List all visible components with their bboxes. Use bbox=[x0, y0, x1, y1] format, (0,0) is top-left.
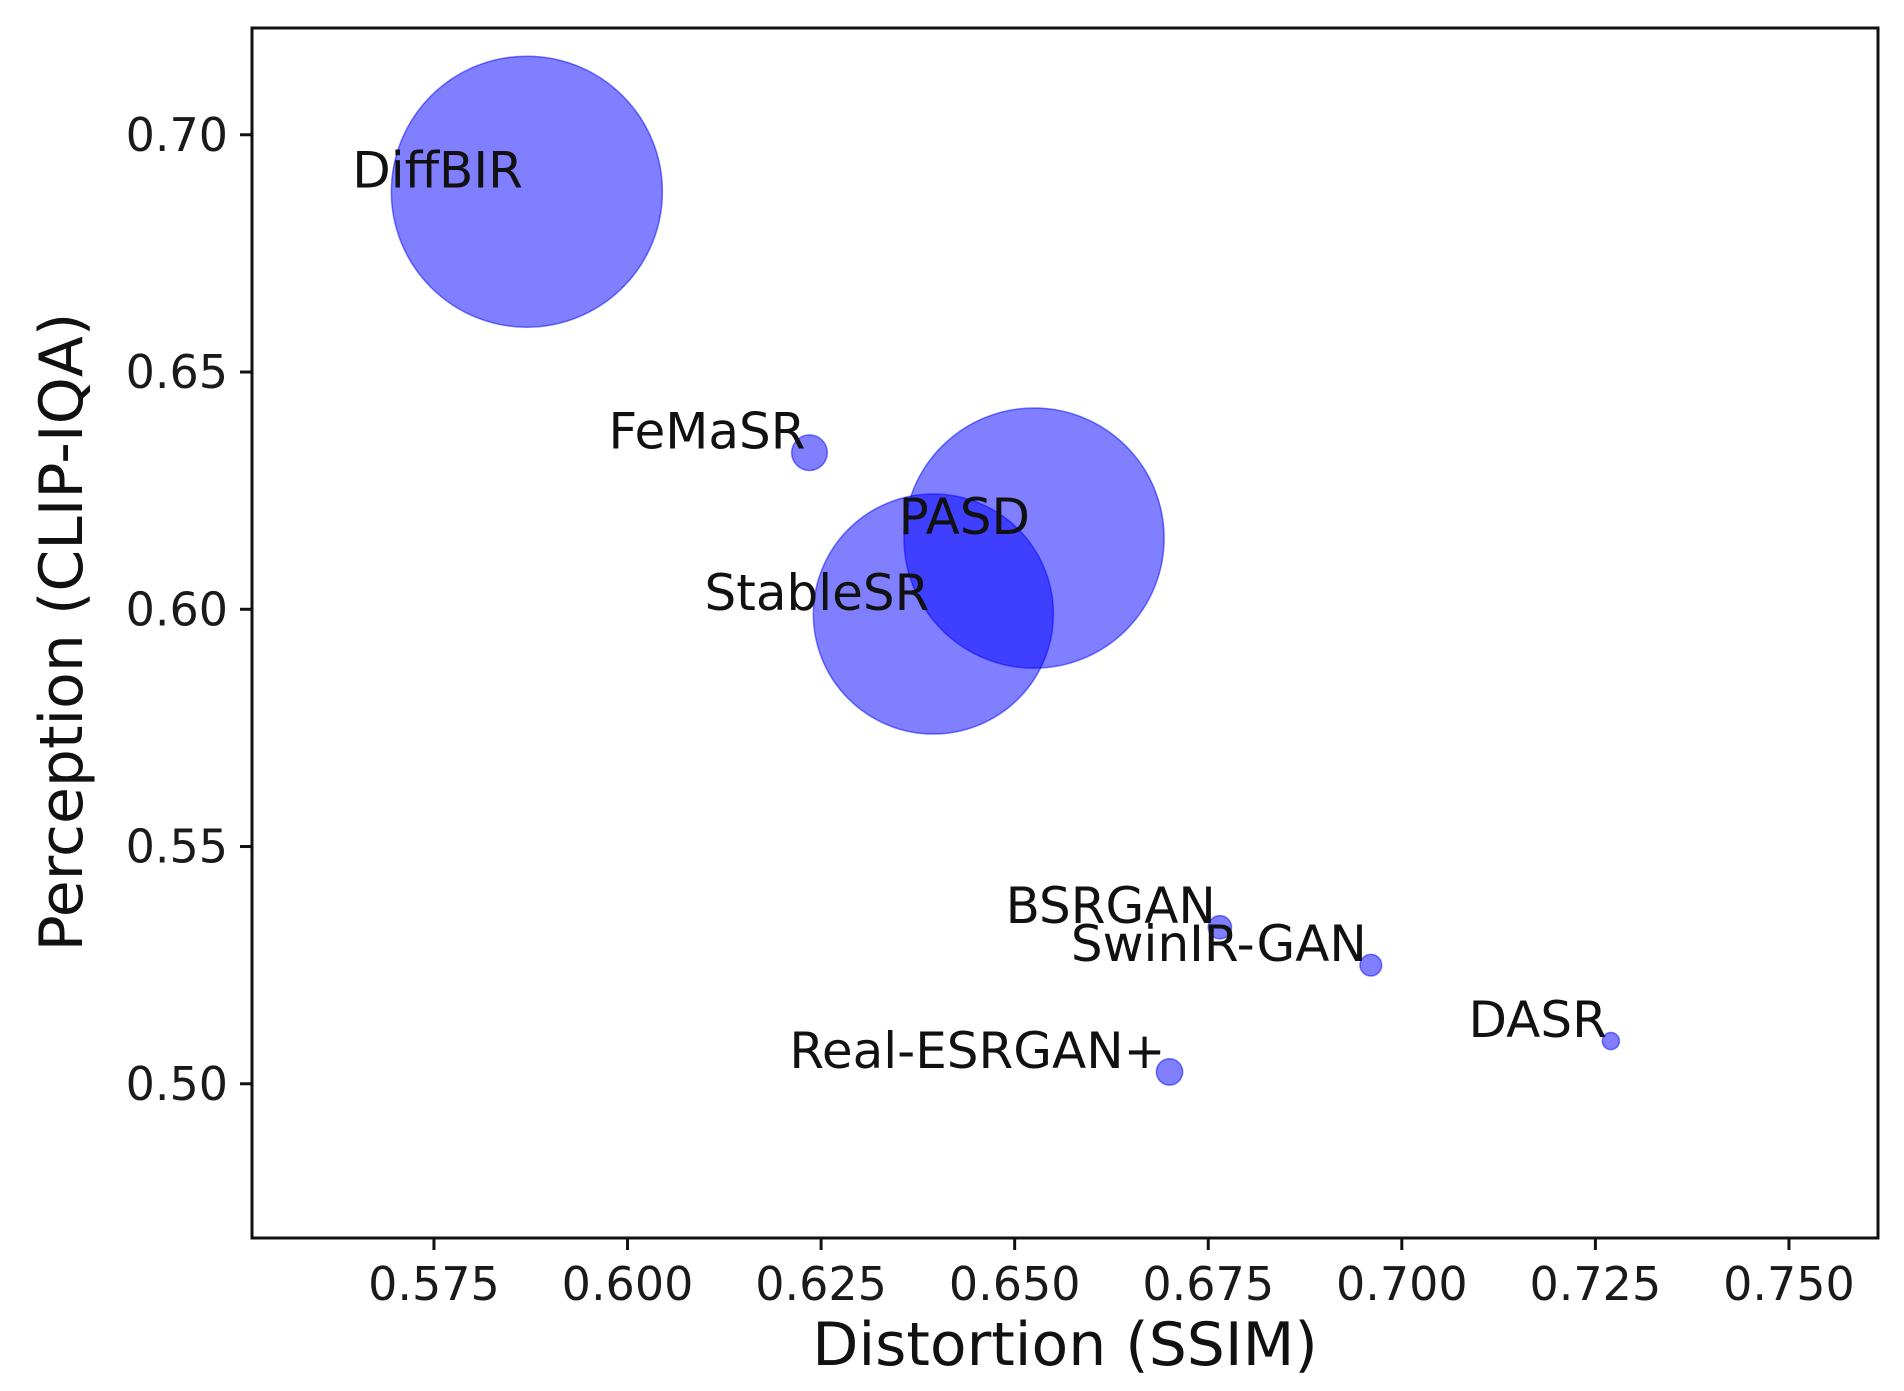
x-tick-label: 0.675 bbox=[1142, 1257, 1274, 1311]
plot-frame bbox=[250, 26, 1880, 1240]
bubble-bsrgan bbox=[1207, 914, 1233, 940]
x-axis: 0.575 0.600 0.625 0.650 0.675 0.700 0.725 0.750 bbox=[368, 1238, 1855, 1311]
y-axis-title: Perception (CLIP-IQA) bbox=[27, 313, 97, 952]
y-axis: 0.50 0.55 0.60 0.65 0.70 bbox=[126, 108, 252, 1111]
y-tick-label: 0.50 bbox=[126, 1057, 228, 1111]
x-tick-label: 0.650 bbox=[949, 1257, 1081, 1311]
x-tick-label: 0.600 bbox=[562, 1257, 694, 1311]
point-label-pasd: PASD bbox=[899, 488, 1030, 546]
point-label-layer: DiffBIR FeMaSR PASD StableSR BSRGANSwinIR-GA… bbox=[352, 142, 1607, 1080]
bubble-swinir-gan bbox=[1359, 953, 1383, 977]
bubble-layer bbox=[390, 55, 1621, 1086]
x-tick-label: 0.700 bbox=[1336, 1257, 1468, 1311]
bubble-dasr bbox=[1601, 1031, 1621, 1051]
y-tick-label: 0.70 bbox=[126, 108, 228, 162]
y-tick-label: 0.65 bbox=[126, 345, 228, 399]
point-label-femasr: FeMaSR bbox=[608, 403, 805, 461]
x-tick-label: 0.750 bbox=[1723, 1257, 1855, 1311]
y-tick-label: 0.55 bbox=[126, 820, 228, 874]
point-label-bsrgan: BSRGAN bbox=[1006, 877, 1216, 935]
point-label-swinir-gan: SwinIR-GAN bbox=[1071, 915, 1367, 973]
bubble-diffbir bbox=[390, 55, 664, 328]
x-tick-label: 0.575 bbox=[368, 1257, 500, 1311]
bubble-femasr bbox=[790, 434, 829, 472]
x-tick-label: 0.725 bbox=[1530, 1257, 1662, 1311]
bubble-stablesr bbox=[812, 493, 1055, 735]
x-tick-label: 0.625 bbox=[755, 1257, 887, 1311]
point-label-diffbir: DiffBIR bbox=[352, 142, 523, 200]
point-label-real-esrgan: Real-ESRGAN+ bbox=[789, 1022, 1165, 1080]
x-axis-title: Distortion (SSIM) bbox=[812, 1310, 1318, 1380]
point-label-stablesr: StableSR bbox=[705, 564, 930, 622]
y-tick-label: 0.60 bbox=[126, 582, 228, 636]
point-label-dasr: DASR bbox=[1469, 991, 1607, 1049]
bubble-real-esrgan bbox=[1155, 1058, 1184, 1086]
